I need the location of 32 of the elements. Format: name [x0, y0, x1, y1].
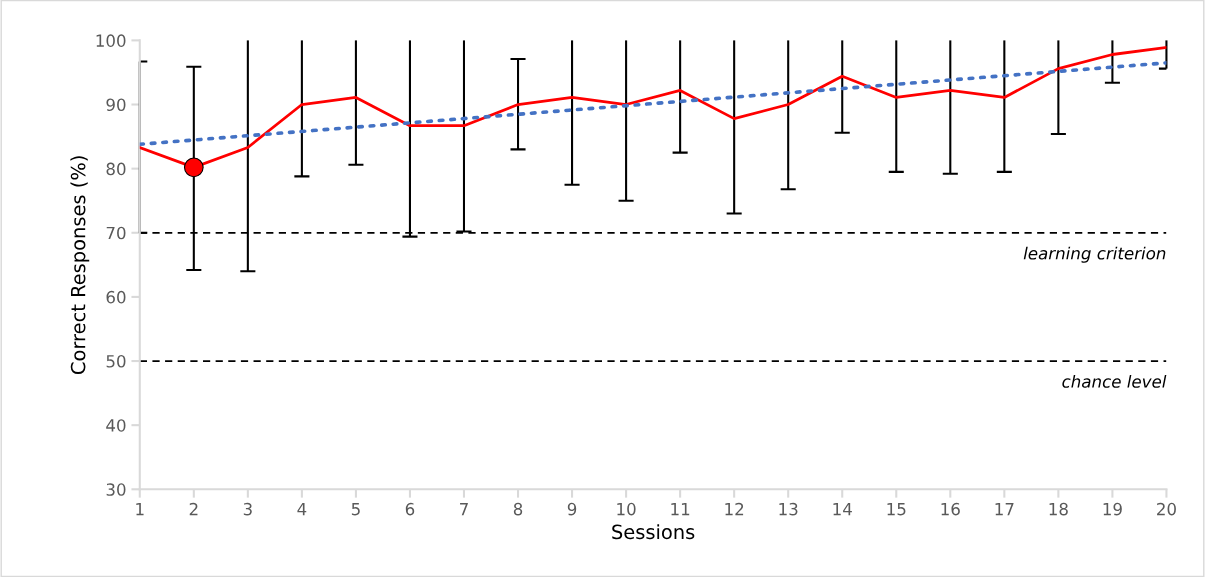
y-tick-label: 70 — [106, 226, 126, 240]
y-tick-label: 60 — [106, 290, 126, 304]
x-tick-label: 17 — [995, 503, 1014, 516]
y-tick-label: 100 — [96, 34, 126, 47]
x-tick-label: 18 — [1049, 502, 1068, 516]
y-tick-label: 40 — [106, 419, 126, 432]
x-tick-label: 11 — [671, 503, 690, 516]
x-tick-label: 2 — [189, 502, 198, 516]
x-tick-label: 3 — [243, 502, 252, 516]
x-tick-label: 8 — [513, 502, 523, 516]
y-tick-label: 50 — [106, 355, 126, 368]
x-tick-label: 4 — [297, 503, 307, 516]
ref-line-label: learning criterion — [1023, 246, 1166, 263]
x-axis-title: Sessions — [612, 524, 695, 540]
x-tick-label: 13 — [779, 502, 798, 516]
y-tick-label: 90 — [106, 98, 126, 112]
x-tick-label: 12 — [725, 502, 744, 516]
x-tick-label: 16 — [941, 502, 960, 516]
x-tick-label: 7 — [460, 503, 468, 516]
x-tick-label: 10 — [617, 502, 636, 516]
x-tick-label: 6 — [405, 502, 415, 516]
x-tick-label: 5 — [351, 503, 360, 516]
x-tick-label: 15 — [887, 503, 906, 516]
x-tick-label: 9 — [567, 502, 577, 516]
x-tick-label: 1 — [136, 503, 144, 516]
y-tick-label: 30 — [106, 483, 126, 496]
x-tick-label: 14 — [833, 503, 852, 516]
y-tick-label: 80 — [106, 162, 126, 176]
x-tick-label: 20 — [1157, 502, 1176, 516]
x-tick-label: 19 — [1103, 502, 1122, 516]
y-axis-title: Correct Responses (%) — [70, 156, 90, 374]
ref-line-label: chance level — [1062, 374, 1167, 388]
